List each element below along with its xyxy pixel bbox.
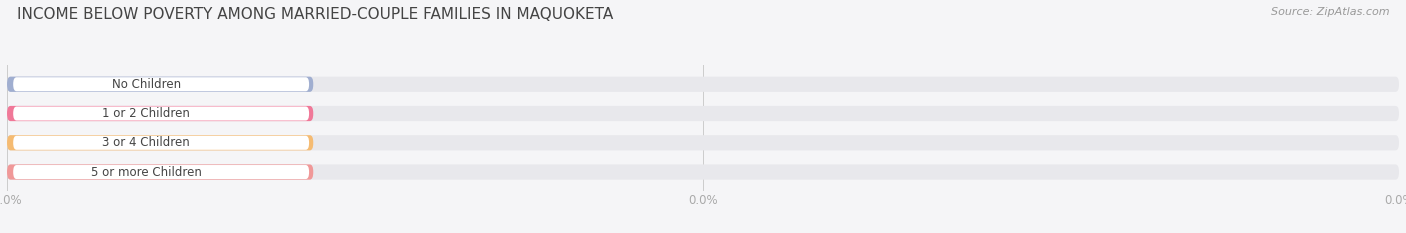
Text: 0.0%: 0.0% <box>259 78 288 91</box>
FancyBboxPatch shape <box>13 136 309 150</box>
FancyBboxPatch shape <box>7 135 314 150</box>
Text: Source: ZipAtlas.com: Source: ZipAtlas.com <box>1271 7 1389 17</box>
Text: 1 or 2 Children: 1 or 2 Children <box>103 107 190 120</box>
FancyBboxPatch shape <box>7 164 314 180</box>
Text: INCOME BELOW POVERTY AMONG MARRIED-COUPLE FAMILIES IN MAQUOKETA: INCOME BELOW POVERTY AMONG MARRIED-COUPL… <box>17 7 613 22</box>
FancyBboxPatch shape <box>7 77 314 92</box>
Text: 0.0%: 0.0% <box>259 136 288 149</box>
Text: 0.0%: 0.0% <box>259 107 288 120</box>
Text: 0.0%: 0.0% <box>259 165 288 178</box>
Text: 3 or 4 Children: 3 or 4 Children <box>103 136 190 149</box>
FancyBboxPatch shape <box>7 77 1399 92</box>
FancyBboxPatch shape <box>7 106 314 121</box>
Text: No Children: No Children <box>111 78 181 91</box>
FancyBboxPatch shape <box>7 106 1399 121</box>
FancyBboxPatch shape <box>7 135 1399 150</box>
Text: 5 or more Children: 5 or more Children <box>91 165 202 178</box>
FancyBboxPatch shape <box>13 106 309 120</box>
FancyBboxPatch shape <box>13 165 309 179</box>
FancyBboxPatch shape <box>13 77 309 91</box>
FancyBboxPatch shape <box>7 164 1399 180</box>
